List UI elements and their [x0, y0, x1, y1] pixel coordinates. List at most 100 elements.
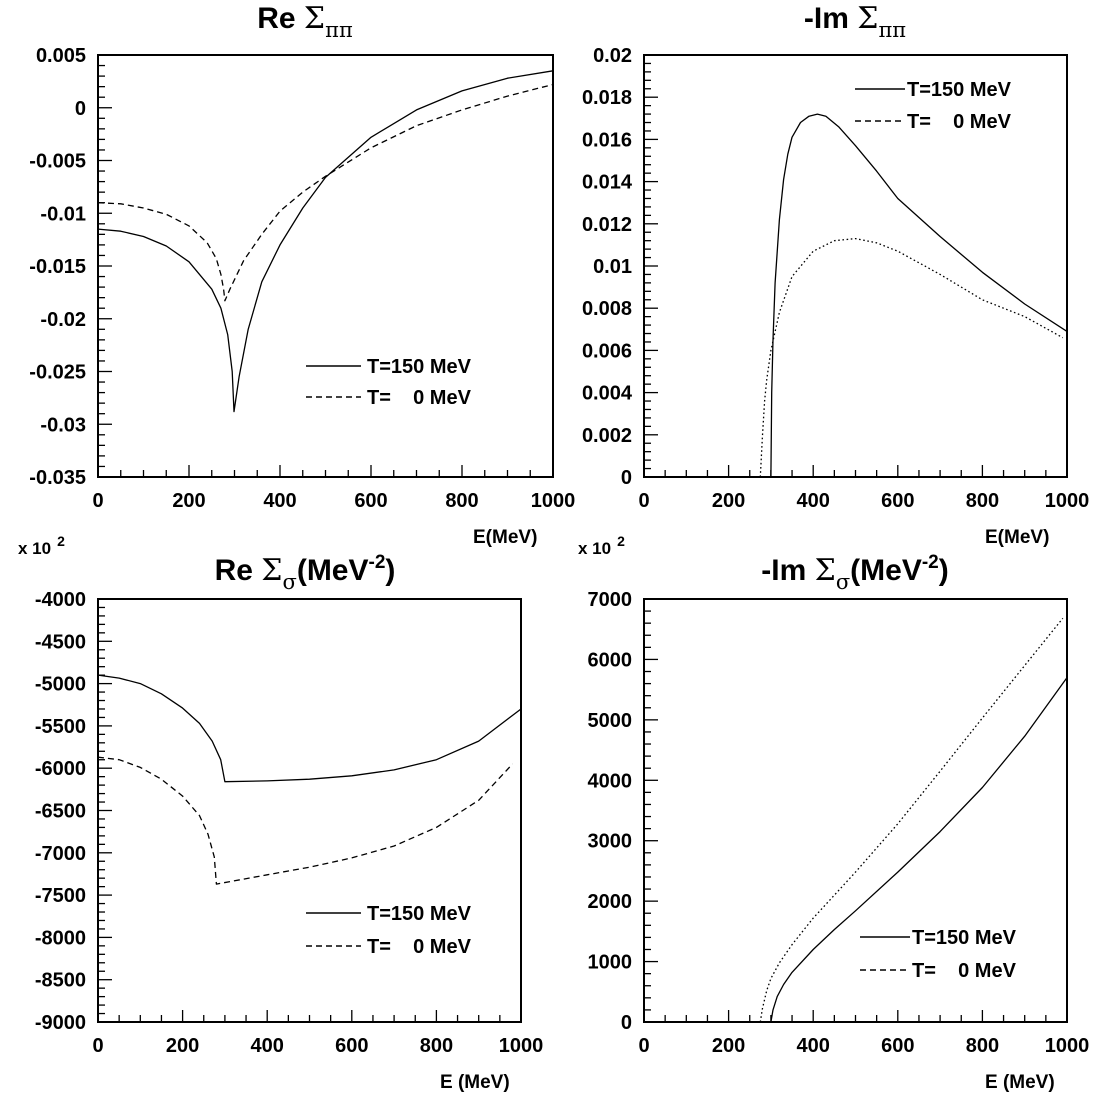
x-tick-label: 400	[797, 490, 830, 512]
y-tick-label: -5000	[35, 674, 86, 696]
legend-label-1: T=150 MeV	[367, 903, 472, 925]
title-prefix: Re	[257, 2, 304, 35]
y-tick-label: 5000	[588, 710, 633, 732]
legend-label-2: T= 0 MeV	[367, 387, 472, 409]
panel-4: 0 200 400 600 800 1000 0 1000 2000 3000 4000 5000 60…	[578, 533, 1089, 1093]
x-tick-label: 1000	[531, 490, 576, 512]
panel-1: 0 200 400 600 800 1000 -0.035 -0.03 -0.025 -0.02 -…	[29, 1, 575, 548]
y-tick-label: 4000	[588, 770, 633, 792]
y-tick-label: 0.005	[36, 45, 86, 67]
series-line-1	[97, 70, 554, 413]
y-tick-label: 0.006	[582, 340, 632, 362]
title-subscript: σ	[836, 570, 850, 594]
y-tick-label: 0.02	[593, 45, 632, 67]
x-tick-label: 200	[712, 490, 745, 512]
plot-frame	[97, 598, 522, 1023]
y-tick-label: -0.025	[29, 362, 86, 384]
legend-label-1: T=150 MeV	[907, 79, 1012, 101]
series-line-1	[97, 674, 522, 783]
title-superscript: -2	[369, 552, 386, 573]
y-tick-label: -0.015	[29, 256, 86, 278]
x-tick-label: 200	[166, 1035, 199, 1057]
y-tick-label: 0.008	[582, 298, 632, 320]
x-tick-label: 600	[881, 490, 914, 512]
plot-frame	[643, 598, 1068, 1023]
x-tick-label: 200	[712, 1035, 745, 1057]
y-tick-label: 0	[621, 1012, 632, 1034]
chart-title: -Im Σσ(MeV-2)	[761, 552, 949, 594]
title-sigma: Σ	[304, 1, 325, 36]
y-tick-label: 3000	[588, 831, 633, 853]
x-tick-label: 800	[966, 490, 999, 512]
title-subscript: ππ	[878, 18, 906, 42]
title-prefix: -Im	[761, 554, 814, 587]
y-tick-label: 0.012	[582, 214, 632, 236]
x-axis-label: E (MeV)	[440, 1072, 510, 1093]
title-subscript: ππ	[325, 18, 353, 42]
legend-label-2: T= 0 MeV	[912, 960, 1017, 982]
scale-note-exponent: 2	[617, 533, 625, 549]
y-tick-label: 0.004	[582, 383, 633, 405]
x-tick-label: 400	[797, 1035, 830, 1057]
x-tick-label: 400	[263, 490, 296, 512]
y-tick-label: -0.005	[29, 151, 86, 173]
y-tick-label: 6000	[588, 649, 633, 671]
series-line-2	[97, 756, 513, 885]
scale-note-exponent: 2	[57, 533, 65, 549]
x-tick-label: 1000	[1045, 490, 1090, 512]
y-tick-label: 0.018	[582, 87, 632, 109]
series-line-2	[759, 237, 1064, 478]
y-tick-label: -5500	[35, 716, 86, 738]
y-tick-label: -7000	[35, 843, 86, 865]
title-sigma: Σ	[857, 1, 878, 36]
y-tick-label: -7500	[35, 885, 86, 907]
chart-title: Re Σσ(MeV-2)	[215, 552, 396, 594]
chart-title: -Im Σππ	[804, 1, 906, 42]
x-tick-label: 0	[92, 1035, 103, 1057]
title-superscript: -2	[922, 552, 939, 573]
title-tail: )	[385, 554, 395, 587]
y-tick-label: 0.01	[593, 256, 632, 278]
x-tick-label: 800	[445, 490, 478, 512]
y-tick-label: 0	[75, 98, 86, 120]
series-line-2	[97, 83, 554, 302]
scale-note: x 10 2	[18, 533, 65, 558]
x-tick-label: 0	[638, 490, 649, 512]
x-tick-label: 1000	[499, 1035, 544, 1057]
y-tick-label: -4500	[35, 631, 86, 653]
panel-2: 0 200 400 600 800 1000 0 0.002 0.004 0.006 0.008 0.…	[582, 1, 1089, 548]
x-axis-label: E (MeV)	[985, 1072, 1055, 1093]
legend-label-1: T=150 MeV	[912, 927, 1017, 949]
y-tick-label: -0.03	[40, 414, 86, 436]
chart-title: Re Σππ	[257, 1, 353, 42]
y-tick-label: -0.035	[29, 467, 86, 489]
x-tick-label: 800	[420, 1035, 453, 1057]
title-suffix: (MeV	[850, 554, 922, 587]
y-tick-label: -6000	[35, 758, 86, 780]
title-sigma: Σ	[815, 553, 836, 588]
y-tick-label: -0.02	[40, 309, 86, 331]
y-tick-label: 0.016	[582, 129, 632, 151]
scale-note-base: x 10	[18, 539, 51, 558]
x-tick-label: 1000	[1045, 1035, 1090, 1057]
title-subscript: σ	[282, 570, 296, 594]
y-tick-label: -8000	[35, 927, 86, 949]
legend-label-2: T= 0 MeV	[907, 111, 1012, 133]
y-tick-label: -0.01	[40, 203, 86, 225]
title-tail: )	[939, 554, 949, 587]
legend-label-1: T=150 MeV	[367, 356, 472, 378]
y-tick-label: 1000	[588, 952, 633, 974]
series-line-1	[770, 677, 1068, 1023]
x-tick-label: 400	[251, 1035, 284, 1057]
y-tick-label: -6500	[35, 801, 86, 823]
x-axis-label: E(MeV)	[985, 527, 1049, 548]
y-tick-label: -4000	[35, 589, 86, 611]
x-axis-label: E(MeV)	[473, 527, 537, 548]
x-tick-label: 200	[172, 490, 205, 512]
x-tick-label: 600	[354, 490, 387, 512]
series-line-1	[770, 113, 1068, 478]
y-tick-label: -8500	[35, 970, 86, 992]
y-tick-label: 0	[621, 467, 632, 489]
y-tick-label: 2000	[588, 891, 633, 913]
